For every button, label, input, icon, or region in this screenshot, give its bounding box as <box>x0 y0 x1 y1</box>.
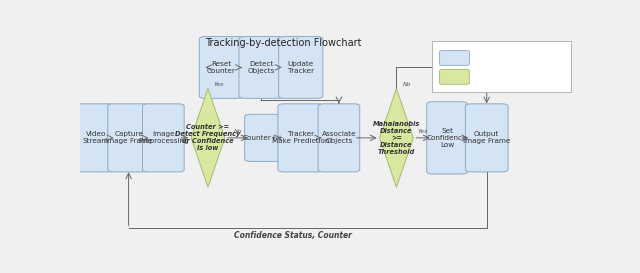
FancyBboxPatch shape <box>432 41 571 92</box>
FancyBboxPatch shape <box>244 114 282 161</box>
Text: Counter >=
Detect Frequency
or Confidence
is low: Counter >= Detect Frequency or Confidenc… <box>175 124 241 152</box>
Text: Associate
Objects: Associate Objects <box>321 131 356 144</box>
FancyBboxPatch shape <box>440 51 469 65</box>
FancyBboxPatch shape <box>427 102 467 174</box>
Text: No: No <box>234 129 242 134</box>
Text: Mahalanobis
Distance
>=
Distance
Threshold: Mahalanobis Distance >= Distance Thresho… <box>372 121 420 155</box>
FancyBboxPatch shape <box>278 104 324 172</box>
Text: Tracking-by-detection Unit: Tracking-by-detection Unit <box>474 55 563 61</box>
Polygon shape <box>191 88 225 187</box>
Text: Video
Stream: Video Stream <box>83 131 109 144</box>
FancyBboxPatch shape <box>239 37 283 98</box>
Text: No: No <box>403 82 411 87</box>
Text: Confidence Status, Counter: Confidence Status, Counter <box>234 231 352 240</box>
FancyBboxPatch shape <box>440 70 469 84</box>
Text: Detect
Objects: Detect Objects <box>247 61 275 74</box>
FancyBboxPatch shape <box>199 37 243 98</box>
Text: Image
Preprocessing: Image Preprocessing <box>138 131 189 144</box>
Text: Yes: Yes <box>418 129 428 134</box>
Text: Yes: Yes <box>214 82 224 87</box>
Text: Tracker
Make Prediction: Tracker Make Prediction <box>272 131 330 144</box>
FancyBboxPatch shape <box>278 37 323 98</box>
Text: Set
Confidence
Low: Set Confidence Low <box>427 128 467 148</box>
Text: Proposed Unit: Proposed Unit <box>474 74 521 80</box>
FancyBboxPatch shape <box>318 104 360 172</box>
Polygon shape <box>380 88 413 187</box>
Text: Reset
Counter: Reset Counter <box>207 61 236 74</box>
FancyBboxPatch shape <box>77 104 115 172</box>
FancyBboxPatch shape <box>108 104 150 172</box>
Text: Capture
Image Frame: Capture Image Frame <box>105 131 152 144</box>
FancyBboxPatch shape <box>143 104 184 172</box>
Text: Counter++: Counter++ <box>243 135 284 141</box>
Text: Output
Image Frame: Output Image Frame <box>463 131 511 144</box>
Text: Tracking-by-detection Flowchart: Tracking-by-detection Flowchart <box>205 38 362 48</box>
Text: Update
Tracker: Update Tracker <box>287 61 314 74</box>
FancyBboxPatch shape <box>465 104 508 172</box>
